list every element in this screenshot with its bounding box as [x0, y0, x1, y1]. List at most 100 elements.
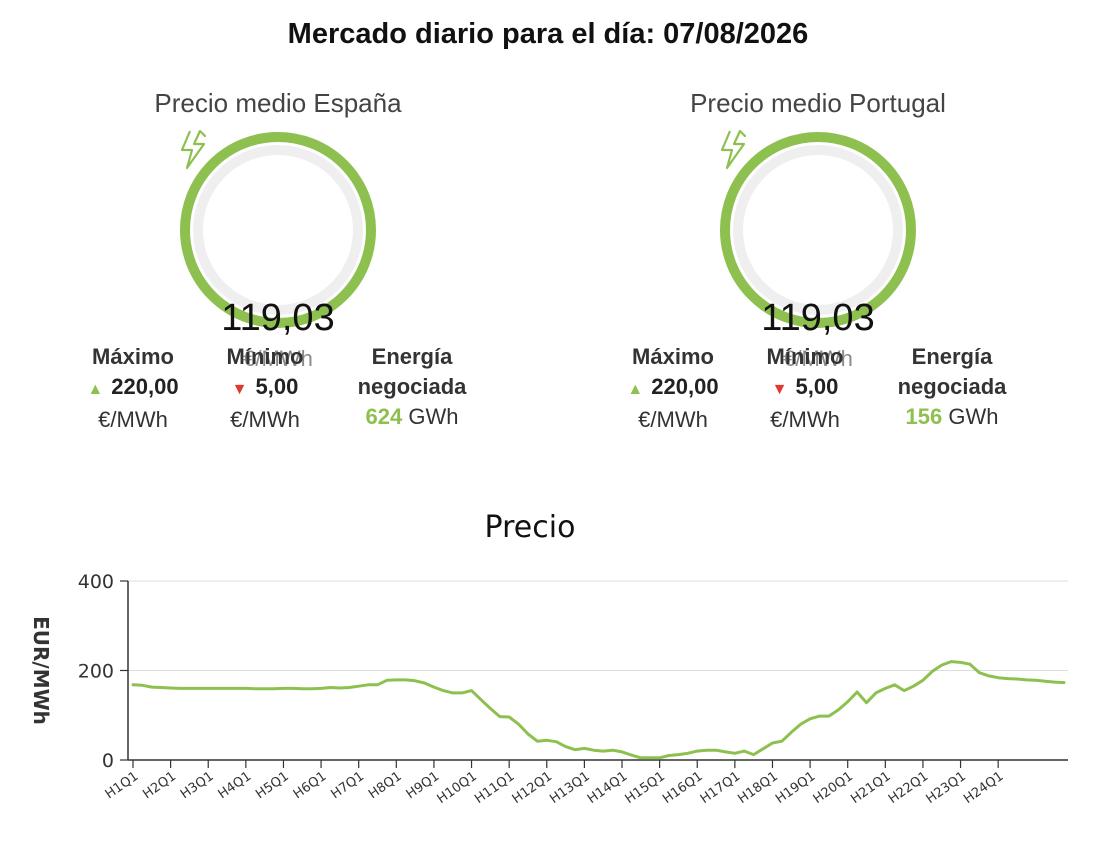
- x-tick-label: H4Q1: [216, 769, 255, 802]
- data-point: [921, 679, 925, 682]
- data-point: [611, 749, 614, 752]
- data-point: [225, 687, 229, 690]
- gauge-ring: [720, 132, 916, 328]
- data-point: [564, 745, 567, 748]
- spain-energy-stat: Energía negociada 624 GWh: [342, 342, 482, 432]
- data-point: [160, 686, 163, 689]
- x-tick-label: H13Q1: [547, 769, 592, 807]
- data-point: [987, 674, 990, 678]
- data-point: [235, 687, 238, 690]
- data-point: [263, 687, 266, 690]
- portugal-max-stat: Máximo ▲ 220,00 €/MWh: [618, 342, 728, 435]
- data-point: [385, 679, 389, 682]
- data-point: [705, 749, 708, 752]
- lightning-bolt-icon: [180, 130, 207, 170]
- lightning-bolt-icon: [720, 130, 747, 170]
- data-point: [470, 689, 473, 692]
- max-unit: €/MWh: [638, 407, 708, 432]
- data-point: [855, 690, 859, 694]
- spain-price-panel: Precio medio España 119,03 €/MWh Máximo …: [58, 84, 498, 432]
- data-point: [667, 754, 671, 757]
- data-point: [366, 683, 370, 686]
- x-tick-label: H3Q1: [178, 769, 217, 802]
- spain-average-unit: €/MWh: [243, 346, 313, 371]
- data-point: [526, 732, 530, 736]
- data-point: [733, 752, 737, 755]
- x-tick-label: H22Q1: [886, 769, 931, 807]
- data-point: [893, 683, 896, 686]
- data-point: [808, 717, 812, 720]
- arrow-up-icon: ▲: [627, 381, 644, 398]
- portugal-price-gauge: [718, 130, 918, 330]
- x-tick-label: H23Q1: [924, 769, 969, 807]
- data-point: [931, 670, 934, 673]
- x-tick-label: H17Q1: [698, 769, 743, 807]
- data-point: [357, 685, 360, 688]
- data-point: [620, 750, 624, 754]
- min-value: 5,00: [795, 374, 839, 399]
- data-point: [602, 749, 605, 753]
- data-point: [997, 676, 1000, 679]
- data-point: [555, 740, 558, 743]
- y-axis-label: EUR/MWh: [29, 616, 53, 725]
- x-tick-label: H18Q1: [735, 769, 780, 807]
- energy-value: 156: [905, 404, 943, 429]
- data-point: [837, 708, 840, 712]
- page-title: Mercado diario para el día: 07/08/2026: [287, 18, 809, 50]
- data-point: [131, 683, 135, 686]
- data-point: [940, 663, 943, 667]
- data-point: [460, 691, 464, 695]
- data-point: [761, 747, 765, 750]
- data-point: [1006, 677, 1009, 680]
- energy-unit: GWh: [408, 404, 459, 429]
- energy-label-line1: Energía: [911, 344, 993, 369]
- data-point: [207, 687, 210, 690]
- spain-price-gauge: [178, 130, 378, 330]
- gauge-ring: [180, 132, 376, 328]
- max-label: Máximo: [632, 344, 714, 369]
- arrow-down-icon: ▼: [771, 381, 788, 398]
- max-value: 220,00: [111, 374, 179, 399]
- spain-max-stat: Máximo ▲ 220,00 €/MWh: [78, 342, 188, 435]
- data-point: [1034, 679, 1038, 682]
- data-point: [968, 663, 972, 666]
- energy-label-line2: negociada: [897, 374, 1007, 399]
- data-point: [169, 686, 172, 690]
- y-tick-label: 200: [78, 661, 114, 683]
- x-tick-label: H6Q1: [291, 769, 330, 802]
- portugal-price-panel: Precio medio Portugal 119,03 €/MWh Máxim…: [598, 84, 1038, 432]
- spain-average-price: 119,03: [221, 297, 335, 339]
- data-point: [573, 748, 577, 751]
- data-point: [874, 691, 878, 695]
- spain-panel-title: Precio medio España: [154, 88, 402, 118]
- data-point: [714, 749, 718, 752]
- data-point: [950, 660, 953, 663]
- arrow-up-icon: ▲: [87, 381, 104, 398]
- data-point: [649, 756, 652, 759]
- data-point: [216, 687, 219, 690]
- data-point: [423, 681, 426, 685]
- min-value: 5,00: [255, 374, 299, 399]
- data-point: [592, 749, 595, 752]
- data-point: [291, 687, 295, 690]
- data-point: [1062, 681, 1066, 684]
- data-point: [319, 687, 323, 690]
- data-point: [404, 678, 407, 682]
- x-tick-label: H11Q1: [472, 769, 517, 807]
- energy-unit: GWh: [948, 404, 999, 429]
- portugal-energy-stat: Energía negociada 156 GWh: [882, 342, 1022, 432]
- data-point: [743, 749, 746, 753]
- data-point: [677, 753, 680, 756]
- data-point: [780, 740, 784, 743]
- data-point: [498, 715, 501, 718]
- min-unit: €/MWh: [770, 407, 840, 432]
- data-point: [1015, 677, 1019, 681]
- data-point: [827, 714, 831, 718]
- chart-title: Precio: [485, 510, 576, 545]
- x-tick-label: H15Q1: [623, 769, 668, 807]
- data-point: [254, 687, 257, 690]
- price-series-line: [131, 660, 1066, 760]
- data-point: [686, 752, 689, 755]
- data-point: [150, 685, 153, 689]
- spain-stats: Máximo ▲ 220,00 €/MWh Mínimo ▼ 5,00 €/MWh …: [58, 342, 498, 452]
